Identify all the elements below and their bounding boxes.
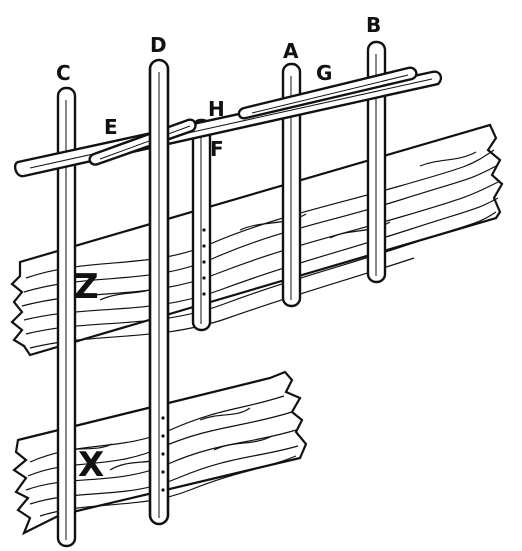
- label-b: B: [366, 13, 381, 37]
- stake-f: [191, 118, 212, 332]
- label-d: D: [150, 33, 167, 57]
- stake-b: [366, 40, 387, 284]
- label-c: C: [56, 61, 71, 85]
- rail-g: [237, 66, 418, 120]
- label-h: H: [208, 97, 225, 121]
- stake-d: [148, 58, 170, 526]
- label-g: G: [316, 61, 332, 85]
- label-f: F: [210, 137, 224, 161]
- label-x: X: [78, 445, 104, 485]
- label-e: E: [104, 115, 118, 139]
- label-a: A: [283, 39, 299, 63]
- stake-c: [56, 86, 77, 548]
- label-z: Z: [74, 267, 99, 307]
